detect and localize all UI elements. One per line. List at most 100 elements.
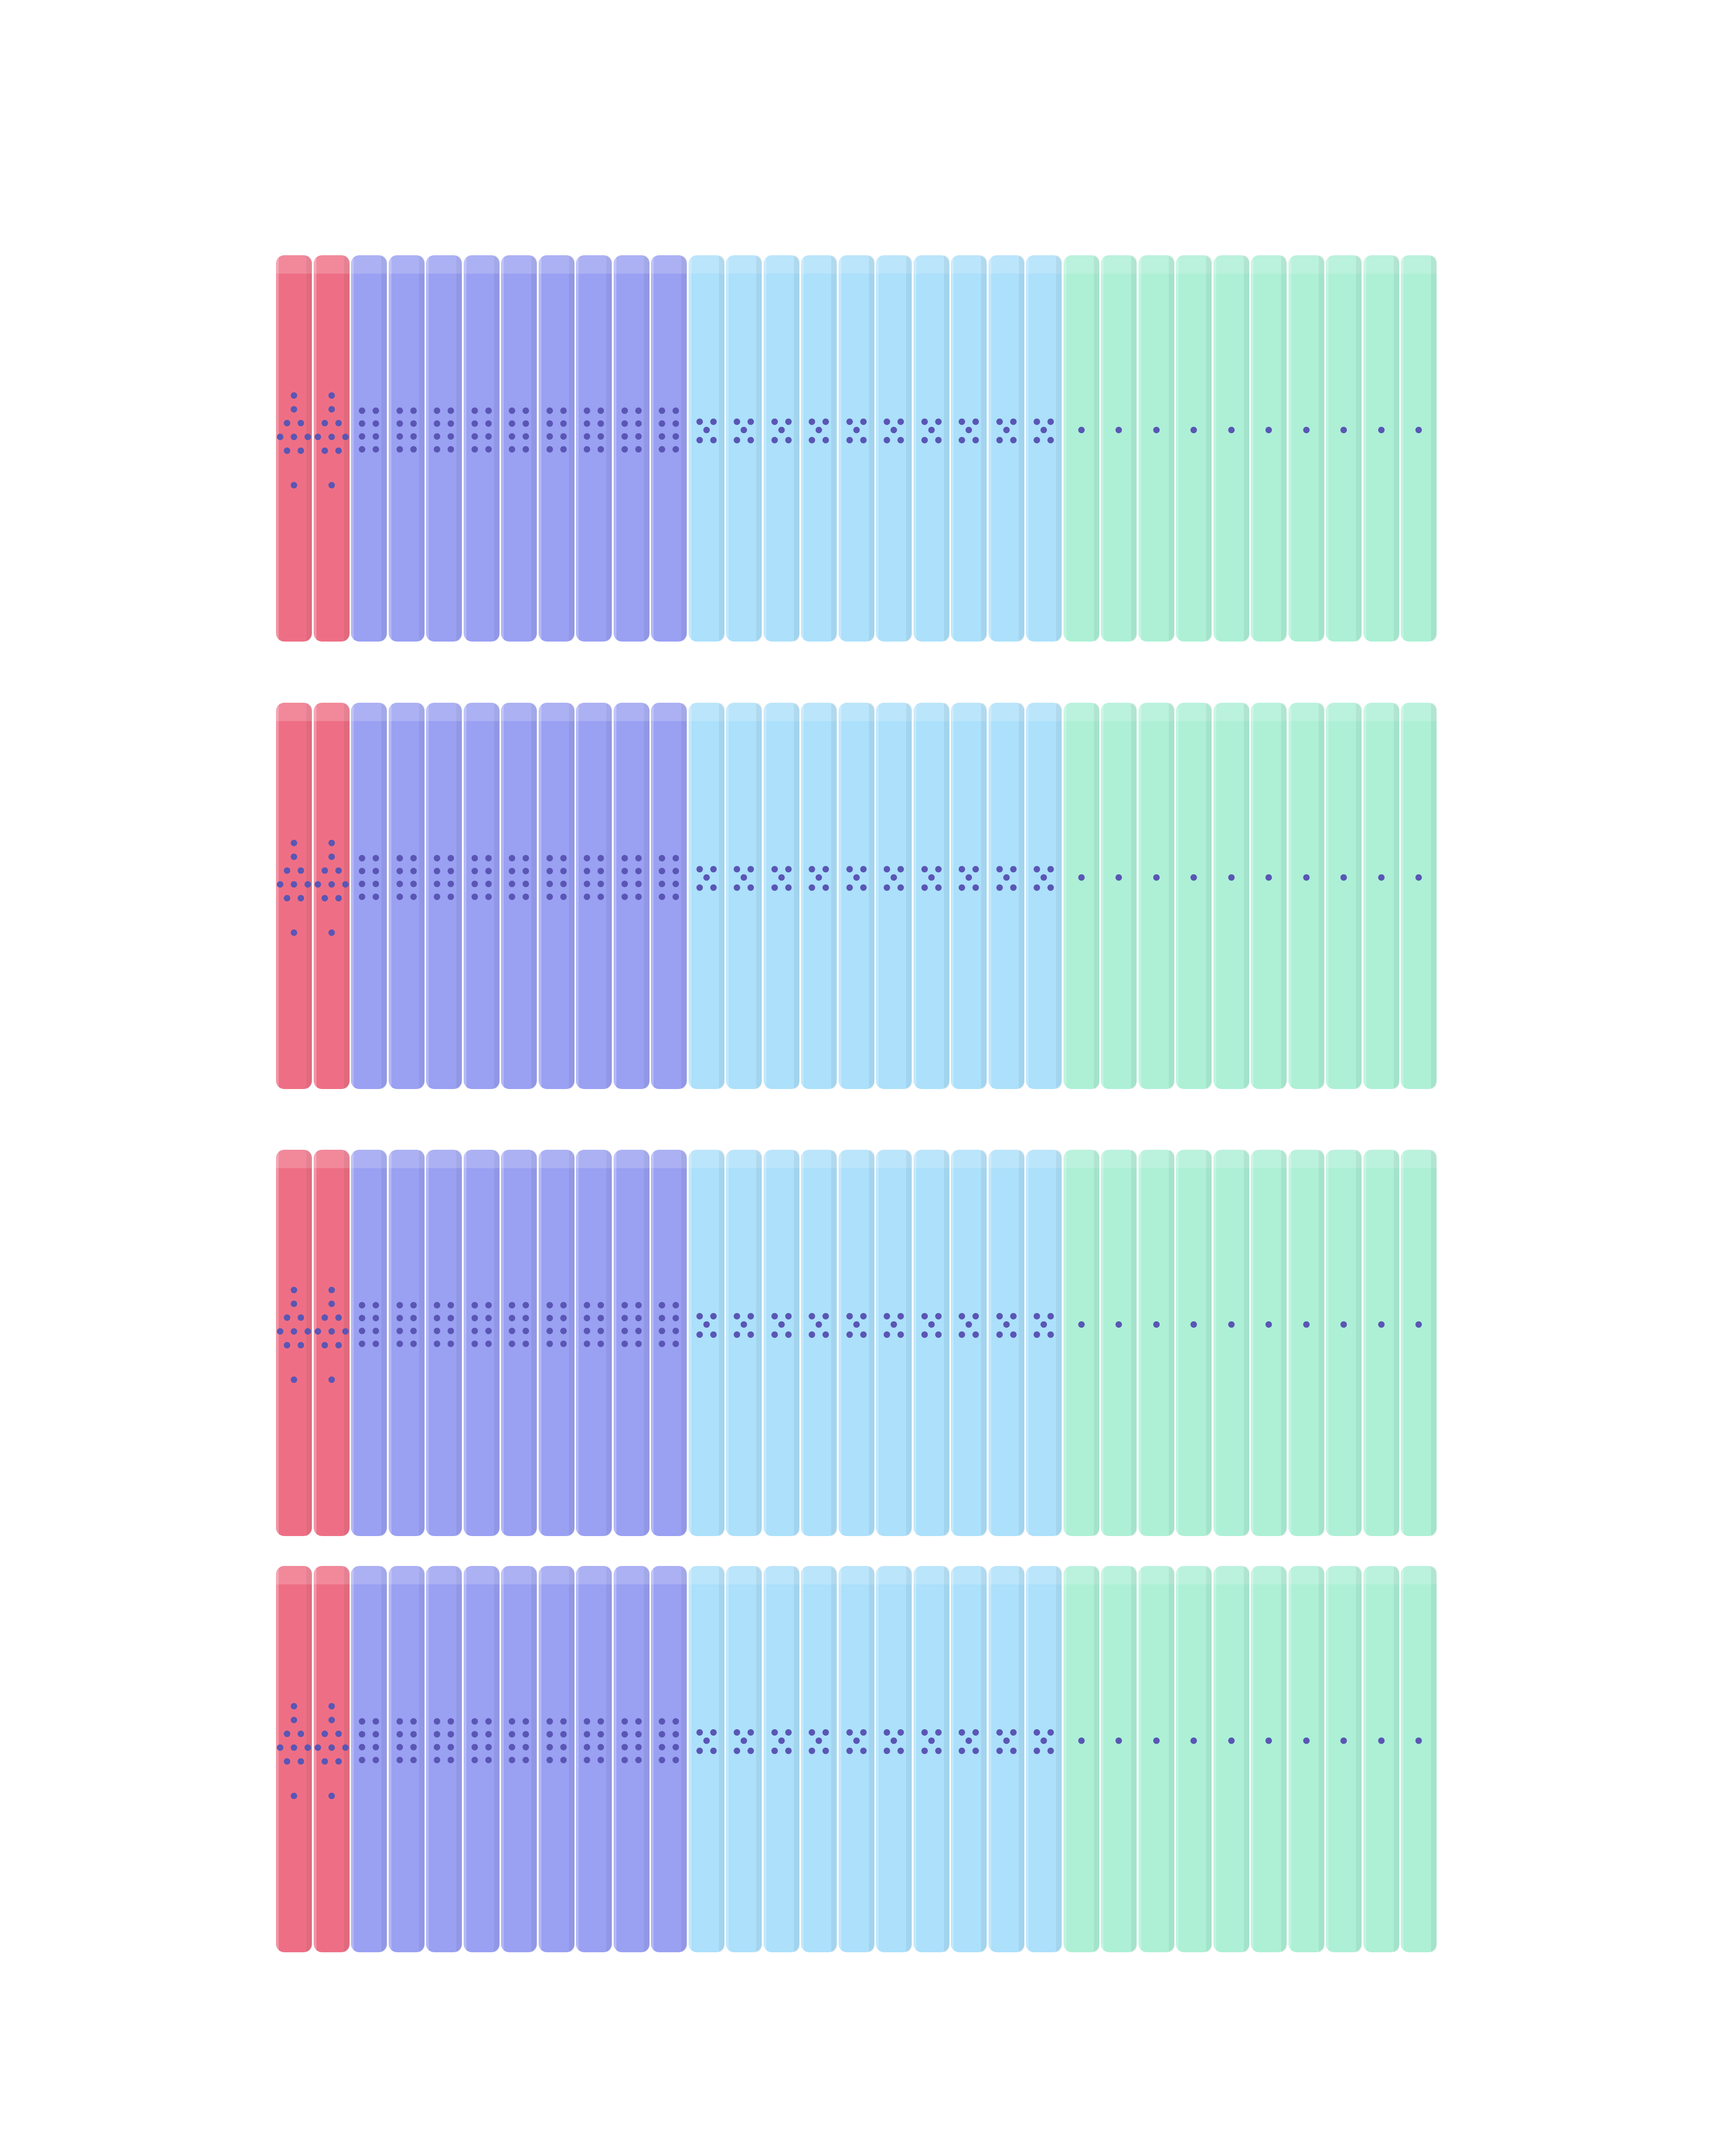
stick-dot <box>434 407 440 414</box>
stick-dot <box>846 866 853 872</box>
stick-dot <box>853 427 860 433</box>
counting-stick-one <box>1063 255 1099 642</box>
stick-dot <box>359 1302 365 1308</box>
stick-dot <box>734 884 740 891</box>
stick-dot <box>1340 1737 1347 1744</box>
stick-dot <box>1116 874 1122 881</box>
stick-dot <box>471 1302 478 1308</box>
counting-stick-one <box>1213 703 1249 1089</box>
stick-dot <box>1415 874 1422 881</box>
stick-dot <box>809 1313 815 1319</box>
stick-dot <box>1190 874 1197 881</box>
stick-dot <box>291 1376 297 1383</box>
counting-stick-six <box>613 1150 650 1536</box>
stick-dot <box>598 407 604 414</box>
stick-dot <box>996 437 1003 443</box>
stick-dot <box>1415 1321 1422 1328</box>
stick-dot <box>635 407 642 414</box>
stick-dot <box>485 855 492 861</box>
stick-dot <box>448 1328 454 1334</box>
stick-dot <box>277 1328 283 1335</box>
stick-dot <box>935 419 942 425</box>
stick-dot <box>621 407 628 414</box>
counting-stick-ten <box>313 1566 350 1952</box>
stick-dot <box>448 1341 454 1347</box>
stick-dot <box>359 1744 365 1750</box>
stick-dot <box>635 1341 642 1347</box>
counting-stick-five <box>726 1566 762 1952</box>
counting-stick-five <box>988 1150 1024 1536</box>
stick-dot <box>1010 419 1017 425</box>
counting-stick-one <box>1326 255 1362 642</box>
stick-dot <box>584 1744 590 1750</box>
stick-dot <box>673 1731 679 1737</box>
stick-dot <box>523 881 529 887</box>
stick-dot <box>703 1321 710 1328</box>
stick-dot <box>703 1737 710 1744</box>
counting-stick-one <box>1251 255 1287 642</box>
stick-dot <box>471 855 478 861</box>
stick-dot <box>659 1744 665 1750</box>
stick-dot <box>448 407 454 414</box>
stick-dot <box>1378 1737 1385 1744</box>
stick-dot <box>284 867 290 874</box>
stick-dot <box>509 433 515 440</box>
stick-dot <box>734 1748 740 1754</box>
counting-stick-ten <box>313 1150 350 1536</box>
stick-dot <box>284 1731 290 1737</box>
stick-dot <box>853 874 860 881</box>
stick-dot <box>328 1328 335 1335</box>
stick-dot <box>321 867 328 874</box>
stick-dot <box>884 1748 890 1754</box>
stick-dot <box>621 855 628 861</box>
stick-dot <box>1228 427 1235 433</box>
stick-dot <box>523 1315 529 1321</box>
stick-dot <box>448 881 454 887</box>
stick-dot <box>523 1757 529 1763</box>
stick-dot <box>485 1744 492 1750</box>
stick-dot <box>314 1328 321 1335</box>
stick-dot <box>335 1314 342 1321</box>
stick-dot <box>305 434 311 440</box>
stick-dot <box>884 1331 890 1338</box>
counting-stick-one <box>1363 703 1399 1089</box>
stick-dot <box>1190 1321 1197 1328</box>
stick-dot <box>748 866 754 872</box>
stick-dot <box>598 1757 604 1763</box>
stick-dot <box>1265 1321 1272 1328</box>
stick-dot <box>972 419 979 425</box>
counting-stick-six <box>576 1566 612 1952</box>
stick-dot <box>846 884 853 891</box>
counting-stick-five <box>763 255 799 642</box>
stick-dot <box>884 884 890 891</box>
stick-dot <box>314 434 321 440</box>
counting-stick-one <box>1363 1566 1399 1952</box>
stick-dot <box>696 1729 703 1736</box>
stick-dot <box>853 1737 860 1744</box>
stick-set-row <box>276 1566 1449 1952</box>
stick-dot <box>373 868 379 874</box>
stick-dot <box>396 433 403 440</box>
stick-dot <box>621 1731 628 1737</box>
stick-dot <box>546 446 553 453</box>
stick-dot <box>434 1315 440 1321</box>
stick-dot <box>434 1731 440 1737</box>
stick-dot <box>471 1744 478 1750</box>
stick-dot <box>673 1341 679 1347</box>
stick-dot <box>546 433 553 440</box>
stick-dot <box>959 1748 965 1754</box>
stick-dot <box>935 1331 942 1338</box>
stick-dot <box>396 1718 403 1725</box>
stick-dot <box>410 1315 417 1321</box>
stick-dot <box>321 1758 328 1765</box>
stick-dot <box>734 419 740 425</box>
stick-dot <box>560 1757 567 1763</box>
stick-dot <box>471 1757 478 1763</box>
stick-dot <box>396 407 403 414</box>
counting-stick-five <box>688 1150 724 1536</box>
stick-dot <box>598 1328 604 1334</box>
stick-dot <box>884 1729 890 1736</box>
stick-dot <box>1078 427 1085 433</box>
stick-dot <box>928 1321 935 1328</box>
stick-dot <box>598 1302 604 1308</box>
